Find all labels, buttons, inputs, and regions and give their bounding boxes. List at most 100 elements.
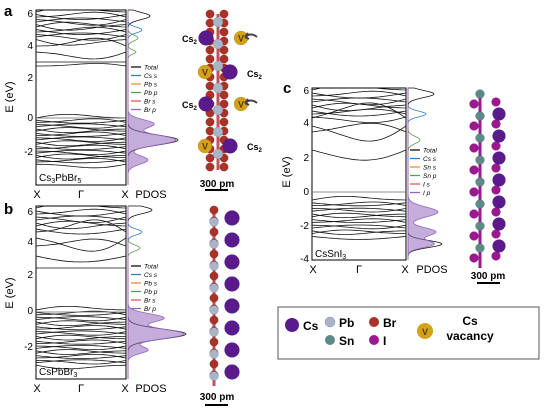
y-axis-label: E (eV) [4,81,16,112]
y-tick: 4 [303,118,309,129]
cs-atom [222,64,238,80]
i-atom [491,141,501,151]
sn-atom [475,111,485,121]
i-atom [469,121,479,131]
scale-bar-label: 300 pm [200,392,235,403]
band-line [36,29,126,35]
br-atom [209,249,219,259]
scale-bar-label: 300 pm [471,271,506,282]
pb-atom [209,261,219,271]
band-line [36,219,126,233]
vacancy-letter: V [202,68,208,78]
pb-atom [209,327,219,337]
br-atom [209,315,219,325]
band-line [312,202,406,207]
i-atom-icon [369,335,379,345]
y-tick: -2 [24,147,33,158]
br-atom [205,162,215,172]
band-line [36,206,126,209]
cs-atom [224,276,240,292]
band-line [36,320,126,325]
br-atom [205,54,215,64]
y-tick: 2 [27,270,33,281]
pdos-label: PDOS [135,189,166,201]
cs-vacancy-icon [197,138,213,154]
legend-entry: Cs s [423,156,437,163]
panel-c: c E (eV) 6 4 2 0 -2 -4 CsSnI3 X Γ X PDOS… [281,80,506,284]
pb-atom [209,305,219,315]
legend-entry: Pb s [144,281,158,288]
vacancy-letter: V [238,100,244,110]
vacancy-icon-letter: V [422,327,428,337]
cs-atom [492,217,506,231]
y-tick: 2 [27,73,33,84]
vacancy-letter: V [202,142,208,152]
y-tick: 0 [303,187,309,198]
site-label: Cs2 [247,142,263,154]
x-tick: X [121,189,129,201]
sn-atom [475,89,485,99]
band-line [312,90,406,97]
cs-atom [224,364,240,380]
arrow-icon [244,98,258,106]
y-tick: 6 [303,86,309,97]
pb-atom [209,349,219,359]
y-tick: 4 [27,237,33,248]
cs-atom [222,138,238,154]
band-line [36,325,126,330]
i-atom [491,185,501,195]
band-line [36,155,126,160]
band-line [36,237,126,252]
legend-br-label: Br [383,316,397,330]
band-line [36,316,126,320]
legend-entry: Cs s [144,272,158,279]
pb-atom [209,371,219,381]
band-line [312,224,406,230]
band-line [36,51,126,60]
br-atom [219,54,229,64]
legend-entry: Total [423,148,437,155]
band-line [36,222,126,230]
pdos-curve [407,88,439,260]
band-line [36,136,126,141]
br-atom [219,90,229,100]
cs-atom [224,298,240,314]
band-line [36,350,126,355]
sn-atom [475,177,485,187]
band-line [312,201,406,206]
band-line [36,114,126,119]
cs-atom [224,232,240,248]
cs-atom [492,173,506,187]
x-tick: Γ [78,383,84,395]
band-line [312,125,406,142]
band-line [312,219,406,223]
pb-atom [212,126,224,138]
i-atom [469,209,479,219]
pdos-curves [127,205,187,379]
br-atom [219,27,229,37]
legend-entry: Total [144,264,158,271]
band-line [36,144,126,150]
band-structure-lines [312,88,406,240]
scale-bar-label: 300 pm [200,179,235,190]
br-atom [219,99,229,109]
br-atom [205,117,215,127]
band-line [36,149,126,154]
legend-entry: Pb p [144,90,158,97]
band-line [312,97,406,103]
pb-atom [212,16,224,28]
band-line [312,116,406,124]
sn-atom [475,133,485,143]
compound-label: CsSnI3 [315,249,346,261]
cs-atom [224,210,240,226]
legend-cs-label: Cs [303,319,319,333]
y-tick: 0 [27,113,33,124]
cs-atom [224,320,240,336]
i-atom [469,231,479,241]
band-line [36,140,126,145]
y-tick: 6 [27,207,33,218]
cs-atom [492,239,506,253]
band-line [312,230,406,235]
band-line [312,122,406,133]
